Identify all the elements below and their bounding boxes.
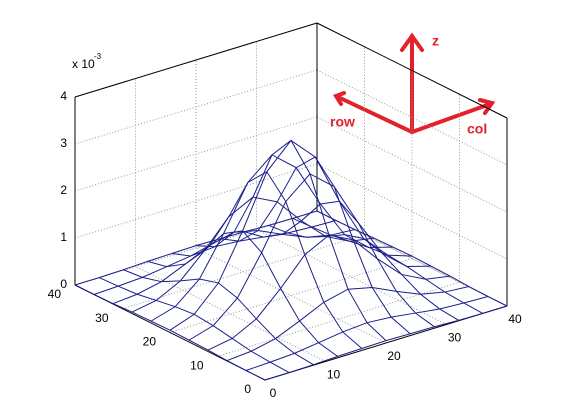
y-tick-label: 40 (48, 287, 62, 301)
mesh-col (123, 269, 314, 366)
grid-line (256, 229, 447, 325)
arrow (410, 98, 496, 134)
mesh-col (244, 200, 435, 328)
mesh-col (171, 171, 363, 349)
arrow (333, 91, 414, 134)
mesh-col (98, 277, 290, 374)
grid-line (316, 69, 508, 166)
annotation: col (467, 121, 487, 137)
grid-line (316, 116, 508, 213)
mesh-col (292, 217, 484, 314)
z-tick-label: 4 (60, 89, 67, 103)
z-tick-label: 3 (60, 136, 67, 150)
annotation: z (432, 33, 439, 49)
y-tick-label: 20 (143, 335, 157, 349)
grid-line (316, 163, 508, 260)
mesh-col (316, 210, 508, 307)
y-tick-label: 30 (95, 311, 109, 325)
annotation: row (330, 114, 355, 130)
y-tick-label: 10 (190, 358, 204, 372)
grid-line (135, 266, 326, 362)
y-tick-label: 0 (244, 382, 251, 396)
mesh-col (147, 230, 338, 357)
z-multiplier-exponent: -3 (94, 52, 102, 61)
x-tick-label: 30 (448, 331, 462, 345)
grid-line (74, 163, 318, 239)
axis-line (74, 22, 318, 98)
mesh-col (268, 224, 459, 321)
grid-line (122, 234, 365, 310)
z-multiplier: x 10 (72, 57, 95, 71)
arrow (400, 32, 424, 134)
x-tick-label: 0 (270, 386, 277, 400)
axis-arrows (333, 32, 496, 134)
mesh-col (195, 139, 387, 342)
z-tick-label: 2 (60, 183, 67, 197)
x-tick-label: 40 (508, 312, 522, 326)
axis-line (316, 22, 508, 119)
x-tick-label: 10 (327, 368, 341, 382)
z-tick-label: 1 (60, 230, 67, 244)
mesh-col (74, 284, 266, 381)
z-tick-label: 0 (60, 277, 67, 291)
grid-line (169, 258, 413, 333)
x-tick-label: 20 (387, 349, 401, 363)
